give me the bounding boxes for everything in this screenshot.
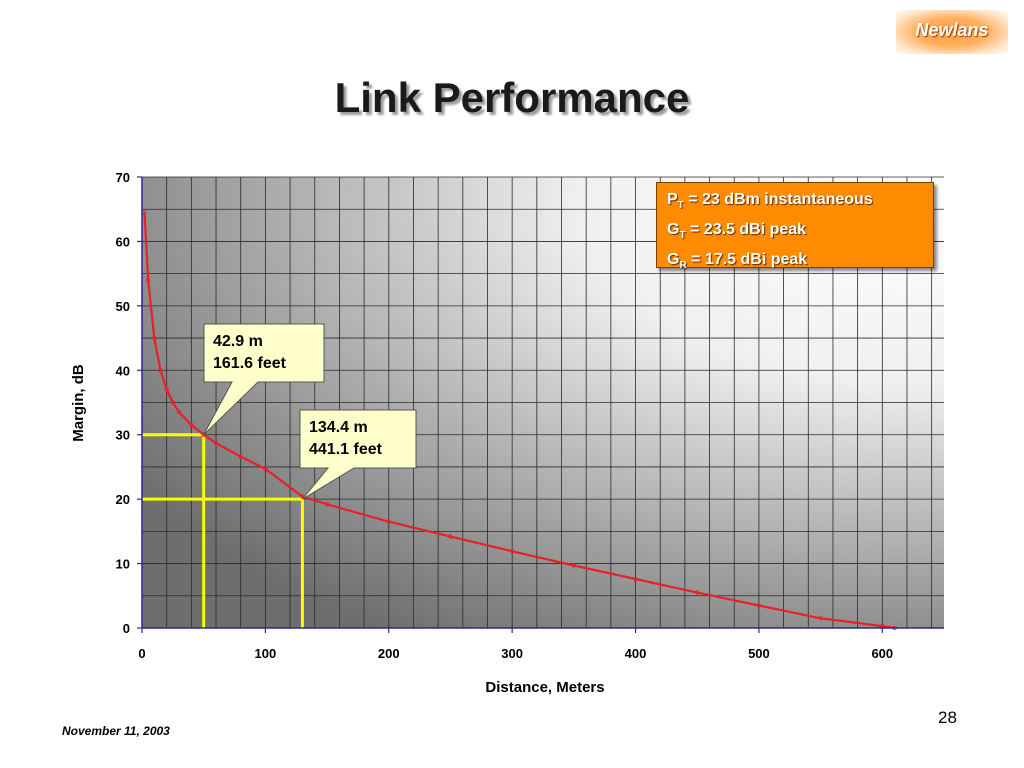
y-tick-label: 20 xyxy=(116,492,130,507)
callout-1-meters: 42.9 m xyxy=(213,333,263,350)
y-tick-label: 50 xyxy=(116,299,130,314)
x-tick-label: 500 xyxy=(748,646,770,661)
y-tick-label: 30 xyxy=(116,428,130,443)
data-point xyxy=(633,576,638,582)
data-point xyxy=(176,409,182,415)
x-tick-label: 200 xyxy=(378,646,400,661)
y-tick-labels: 0 10 20 30 40 50 60 70 xyxy=(116,170,130,636)
link-parameters-box: PT = 23 dBm instantaneous GT = 23.5 dBi … xyxy=(656,182,934,272)
data-point xyxy=(152,335,157,341)
data-point xyxy=(164,387,169,392)
newlans-logo: Newlans xyxy=(896,10,1008,54)
axes xyxy=(137,176,944,633)
callout-2-meters: 134.4 m xyxy=(309,419,368,436)
callout-1-feet: 161.6 feet xyxy=(213,355,286,372)
data-point xyxy=(756,603,762,608)
data-point xyxy=(158,368,163,373)
data-point xyxy=(324,502,330,507)
y-tick-label: 60 xyxy=(116,234,130,249)
data-point xyxy=(189,422,194,428)
data-point xyxy=(213,440,219,446)
margin-curve-line xyxy=(143,212,895,630)
data-point xyxy=(238,454,243,459)
logo-text: Newlans xyxy=(915,20,989,40)
margin-curve xyxy=(142,210,897,631)
callout-2-feet: 441.1 feet xyxy=(309,441,382,458)
data-point xyxy=(170,400,176,405)
y-tick-label: 10 xyxy=(116,557,130,572)
slide-title: Link Performance xyxy=(334,74,690,121)
x-axis-title: Distance, Meters xyxy=(485,679,604,696)
data-point xyxy=(695,590,700,595)
y-axis-title: Margin, dB xyxy=(70,364,87,442)
x-tick-label: 600 xyxy=(871,646,893,661)
data-point xyxy=(448,534,453,539)
data-point xyxy=(509,549,515,554)
data-point xyxy=(145,277,151,283)
guide-lines xyxy=(142,433,304,628)
data-point xyxy=(571,563,577,568)
tx-power-line: PT = 23 dBm instantaneous xyxy=(667,191,873,212)
x-tick-labels: 0 100 200 300 400 500 600 xyxy=(138,646,893,661)
tx-gain-line: GT = 23.5 dBi peak xyxy=(667,221,807,242)
data-point xyxy=(818,616,823,621)
x-tick-label: 0 xyxy=(138,646,145,661)
callout-1-box xyxy=(203,323,325,436)
callout-2-text: 134.4 m 441.1 feet xyxy=(309,417,382,461)
callout-2-box xyxy=(299,409,417,500)
x-tick-label: 400 xyxy=(625,646,647,661)
x-tick-label: 300 xyxy=(501,646,523,661)
data-point xyxy=(263,466,268,472)
footer-date: November 11, 2003 xyxy=(62,724,170,738)
x-tick-label: 100 xyxy=(255,646,277,661)
callout-shapes xyxy=(203,323,417,500)
data-point xyxy=(386,519,391,524)
callout-1-text: 42.9 m 161.6 feet xyxy=(213,331,286,375)
y-tick-label: 0 xyxy=(123,621,130,636)
y-tick-label: 70 xyxy=(116,170,130,185)
page-number: 28 xyxy=(938,708,957,727)
rx-gain-line: GR = 17.5 dBi peak xyxy=(667,251,808,272)
y-tick-label: 40 xyxy=(116,363,130,378)
data-point xyxy=(201,432,206,437)
